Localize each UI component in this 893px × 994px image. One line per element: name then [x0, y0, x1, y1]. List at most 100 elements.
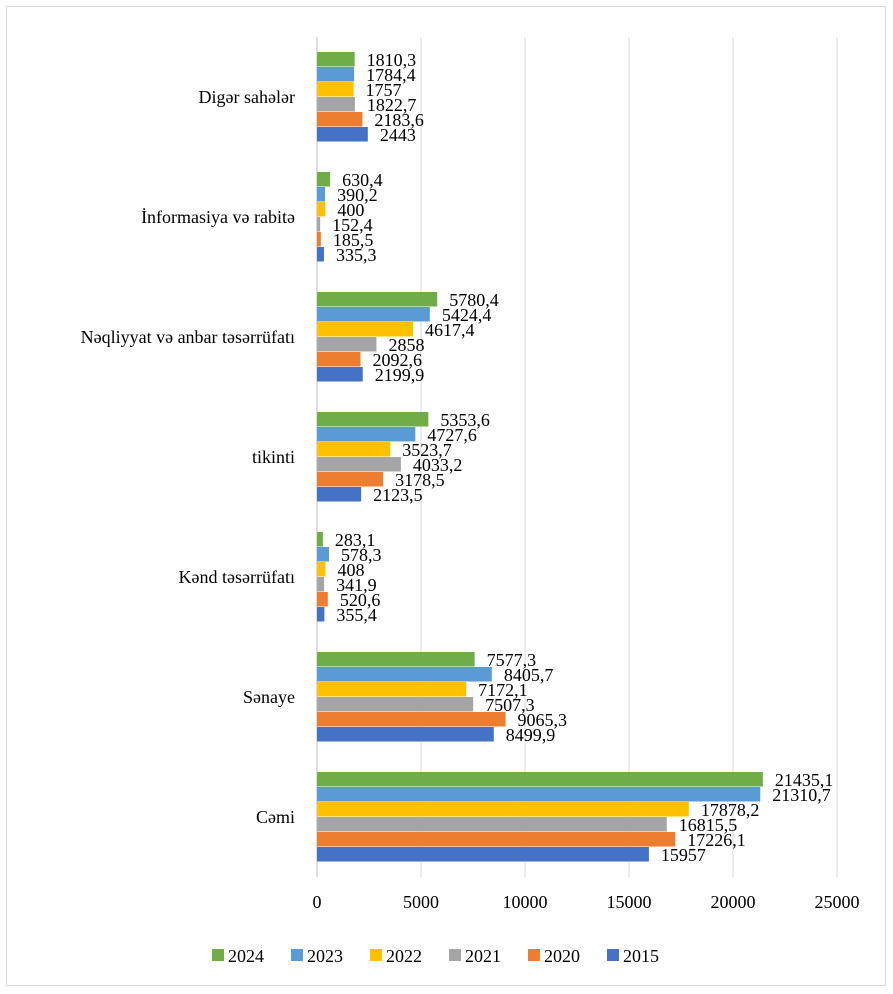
- legend-swatch: [528, 949, 540, 961]
- bar-2015: [317, 727, 494, 742]
- data-label: 17878,2: [701, 800, 760, 820]
- x-tick-label: 5000: [403, 892, 439, 912]
- bar-2020: [317, 232, 321, 247]
- legend-swatch: [370, 949, 382, 961]
- legend-swatch: [449, 949, 461, 961]
- bar-2021: [317, 697, 474, 712]
- legend-swatch: [291, 949, 303, 961]
- data-label: 408: [337, 560, 364, 580]
- bar-2024: [317, 532, 323, 547]
- data-label: 400: [337, 200, 364, 220]
- bar-2020: [317, 112, 363, 127]
- bar-2024: [317, 52, 355, 67]
- value-axis: 0 5000 10000 15000 20000 25000: [313, 892, 860, 912]
- data-label: 1784,4: [366, 65, 416, 85]
- data-label: 2858: [388, 335, 424, 355]
- bar-2022: [317, 562, 326, 577]
- legend-label: 2024: [228, 946, 264, 966]
- data-label: 630,4: [342, 170, 383, 190]
- legend-label: 2021: [465, 946, 501, 966]
- data-label: 2123,5: [373, 485, 423, 505]
- chart-frame: 1810,3 1784,4 1757 1822,7 2183,6 2443 630,4 390…: [6, 6, 886, 986]
- bar-2022: [317, 322, 414, 337]
- category-label: Digər sahələr: [199, 87, 295, 107]
- data-label: 9065,3: [518, 710, 568, 730]
- data-label: 4033,2: [413, 455, 463, 475]
- legend-swatch: [212, 949, 224, 961]
- bar-2021: [317, 97, 355, 112]
- data-label: 2199,9: [375, 365, 425, 385]
- data-label: 8499,9: [506, 725, 556, 745]
- bar-2015: [317, 127, 368, 142]
- bar-2015: [317, 487, 362, 502]
- bar-2020: [317, 712, 506, 727]
- bar-2024: [317, 292, 438, 307]
- category-label: Nəqliyyat və anbar təsərrüfatı: [81, 327, 295, 347]
- data-label: 5353,6: [440, 410, 490, 430]
- bar-2023: [317, 667, 492, 682]
- category-label: Cəmi: [256, 807, 295, 827]
- bars: [317, 52, 763, 862]
- data-label: 185,5: [333, 230, 374, 250]
- data-label: 390,2: [337, 185, 378, 205]
- data-label: 16815,5: [679, 815, 738, 835]
- category-label: İnformasiya və rabitə: [141, 207, 295, 227]
- bar-2020: [317, 472, 384, 487]
- category-label: Kənd təsərrüfatı: [179, 567, 295, 587]
- data-label: 152,4: [332, 215, 373, 235]
- data-label: 5424,4: [442, 305, 492, 325]
- data-label: 2443: [380, 125, 416, 145]
- bar-2022: [317, 82, 354, 97]
- bar-2023: [317, 547, 330, 562]
- data-label: 4727,6: [427, 425, 477, 445]
- bar-2021: [317, 217, 321, 232]
- bar-2023: [317, 427, 416, 442]
- legend-swatch: [607, 949, 619, 961]
- x-tick-label: 20000: [711, 892, 756, 912]
- data-label: 335,3: [336, 245, 377, 265]
- data-label: 1822,7: [367, 95, 417, 115]
- data-label: 520,6: [340, 590, 381, 610]
- bar-2015: [317, 847, 649, 862]
- category-label: tikinti: [252, 447, 295, 467]
- bar-2022: [317, 682, 467, 697]
- bar-2020: [317, 352, 361, 367]
- data-label: 17226,1: [687, 830, 746, 850]
- data-label: 2092,6: [373, 350, 423, 370]
- bar-2023: [317, 67, 355, 82]
- bar-2024: [317, 652, 475, 667]
- bar-2021: [317, 577, 325, 592]
- data-label: 5780,4: [449, 290, 499, 310]
- legend-label: 2020: [544, 946, 580, 966]
- data-label: 341,9: [336, 575, 377, 595]
- bar-2015: [317, 367, 363, 382]
- bar-2015: [317, 607, 325, 622]
- bar-2021: [317, 337, 377, 352]
- bar-2024: [317, 172, 331, 187]
- data-label: 4617,4: [425, 320, 475, 340]
- legend-label: 2022: [386, 946, 422, 966]
- data-label: 1810,3: [367, 50, 417, 70]
- bar-2022: [317, 202, 326, 217]
- bar-2023: [317, 187, 326, 202]
- data-label: 7507,3: [485, 695, 535, 715]
- bar-2021: [317, 817, 667, 832]
- category-label: Sənaye: [243, 687, 295, 707]
- data-label: 2183,6: [374, 110, 424, 130]
- x-tick-label: 25000: [815, 892, 860, 912]
- data-label: 15957: [661, 845, 706, 865]
- data-label: 578,3: [341, 545, 382, 565]
- data-label: 21435,1: [775, 770, 834, 790]
- data-label: 1757: [366, 80, 402, 100]
- bar-2024: [317, 412, 429, 427]
- data-label: 7172,1: [478, 680, 528, 700]
- data-label: 21310,7: [772, 785, 831, 805]
- x-tick-label: 15000: [607, 892, 652, 912]
- category-axis: Digər sahələr İnformasiya və rabitə Nəqliy…: [81, 87, 295, 827]
- bar-2020: [317, 592, 328, 607]
- data-label: 283,1: [335, 530, 376, 550]
- data-label: 7577,3: [487, 650, 537, 670]
- bar-2024: [317, 772, 763, 787]
